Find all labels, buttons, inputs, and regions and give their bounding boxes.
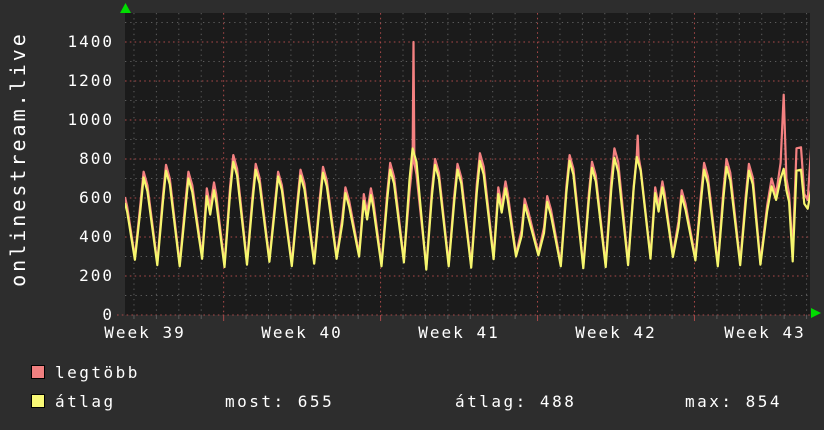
y-tick-label: 600 bbox=[79, 188, 114, 207]
chart-canvas bbox=[117, 3, 821, 321]
x-tick-label: Week 43 bbox=[724, 323, 806, 342]
y-tick-label: 1200 bbox=[67, 71, 114, 90]
legend-swatch-atlag bbox=[31, 394, 45, 408]
axis-tick-marks bbox=[133, 315, 808, 321]
x-tick-label: Week 42 bbox=[575, 323, 657, 342]
stat-max: max: 854 bbox=[685, 392, 783, 411]
y-tick-label: 1000 bbox=[67, 110, 114, 129]
stat-most: most: 655 bbox=[225, 392, 335, 411]
grid-minor-lines bbox=[125, 13, 810, 315]
y-tick-label: 200 bbox=[79, 266, 114, 285]
y-tick-label: 400 bbox=[79, 227, 114, 246]
stat-atlag: átlag: 488 bbox=[455, 392, 577, 411]
legend-swatch-legtobb bbox=[31, 365, 45, 379]
y-axis-up-arrow-icon bbox=[120, 3, 131, 13]
legend-label-legtobb: legtöbb bbox=[55, 363, 140, 382]
plot-area bbox=[125, 13, 810, 315]
x-tick-label: Week 39 bbox=[104, 323, 186, 342]
x-tick-label: Week 41 bbox=[418, 323, 500, 342]
series-line-atlag bbox=[125, 147, 810, 271]
y-tick-label: 0 bbox=[102, 305, 114, 324]
x-axis-right-arrow-icon bbox=[811, 308, 821, 318]
y-tick-label: 1400 bbox=[67, 32, 114, 51]
y-tick-label: 800 bbox=[79, 149, 114, 168]
legend-label-atlag: átlag bbox=[55, 392, 116, 411]
x-tick-label: Week 40 bbox=[261, 323, 343, 342]
